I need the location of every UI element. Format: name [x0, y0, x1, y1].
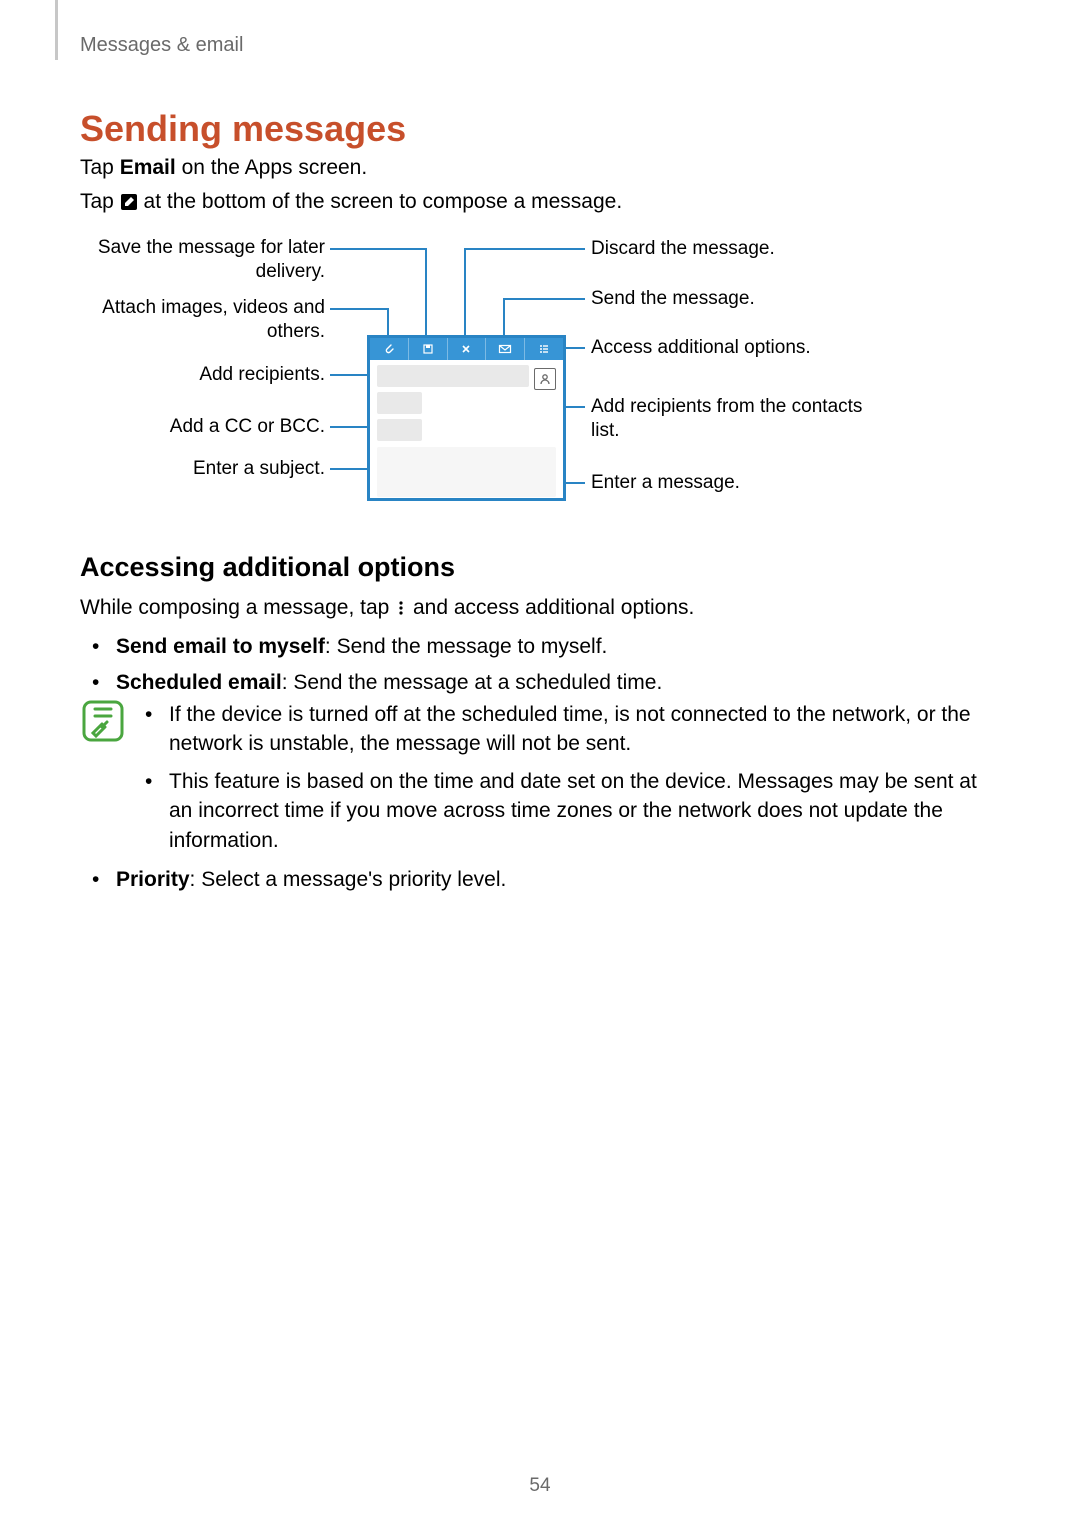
- text-bold-email: Email: [120, 156, 176, 179]
- phone-field-subject: [377, 419, 422, 441]
- option-self-label: Send email to myself: [116, 635, 325, 658]
- page-title: Sending messages: [80, 108, 406, 150]
- note-text-1: If the device is turned off at the sched…: [169, 700, 1000, 759]
- toolbar-options-icon: [525, 338, 563, 360]
- phone-field-body: [377, 447, 556, 497]
- subheading: Accessing additional options: [80, 552, 455, 583]
- bullet: •: [92, 868, 116, 892]
- toolbar-discard-icon: [448, 338, 487, 360]
- phone-mock: [367, 335, 566, 501]
- document-page: Messages & email Sending messages Tap Em…: [0, 0, 1080, 1527]
- phone-contacts-button: [534, 368, 556, 390]
- text: on the Apps screen.: [176, 156, 367, 179]
- toolbar-attach-icon: [370, 338, 409, 360]
- priority-text: Priority: Select a message's priority le…: [116, 868, 506, 892]
- bullet: •: [92, 632, 116, 662]
- text: While composing a message, tap: [80, 596, 395, 619]
- more-options-icon: [398, 598, 404, 622]
- note-icon: [82, 700, 127, 750]
- option-sched-label: Scheduled email: [116, 671, 282, 694]
- text: and access additional options.: [413, 596, 694, 619]
- compose-icon: [120, 193, 138, 217]
- page-number: 54: [0, 1475, 1080, 1497]
- toolbar-send-icon: [486, 338, 525, 360]
- phone-field-ccbcc: [377, 392, 422, 414]
- toolbar-save-icon: [409, 338, 448, 360]
- option-self-text: : Send the message to myself.: [325, 635, 607, 658]
- intro-line-1: Tap Email on the Apps screen.: [80, 156, 367, 180]
- priority-item: • Priority: Select a message's priority …: [92, 868, 506, 892]
- intro-line-2: Tap at the bottom of the screen to compo…: [80, 190, 622, 217]
- phone-toolbar: [370, 338, 563, 360]
- header-section-label: Messages & email: [80, 34, 243, 57]
- priority-label: Priority: [116, 868, 190, 891]
- priority-desc: : Select a message's priority level.: [190, 868, 507, 891]
- bullet: •: [145, 700, 169, 759]
- sub-intro: While composing a message, tap and acces…: [80, 596, 694, 622]
- note-block: • If the device is turned off at the sch…: [80, 700, 1000, 863]
- note-item: • If the device is turned off at the sch…: [145, 700, 1000, 759]
- list-item: • Scheduled email: Send the message at a…: [92, 668, 992, 698]
- options-list: • Send email to myself: Send the message…: [92, 632, 992, 705]
- text: Tap: [80, 190, 120, 213]
- list-item-text: Scheduled email: Send the message at a s…: [116, 668, 662, 698]
- phone-field-to: [377, 365, 529, 387]
- text: at the bottom of the screen to compose a…: [144, 190, 623, 213]
- list-item: • Send email to myself: Send the message…: [92, 632, 992, 662]
- text: Tap: [80, 156, 120, 179]
- note-text-2: This feature is based on the time and da…: [169, 767, 1000, 855]
- list-item-text: Send email to myself: Send the message t…: [116, 632, 607, 662]
- note-item: • This feature is based on the time and …: [145, 767, 1000, 855]
- bullet: •: [92, 668, 116, 698]
- compose-diagram: Save the message for later delivery. Att…: [80, 235, 1000, 500]
- bullet: •: [145, 767, 169, 855]
- note-items: • If the device is turned off at the sch…: [145, 700, 1000, 863]
- option-sched-text: : Send the message at a scheduled time.: [282, 671, 663, 694]
- header-rule: [55, 0, 58, 60]
